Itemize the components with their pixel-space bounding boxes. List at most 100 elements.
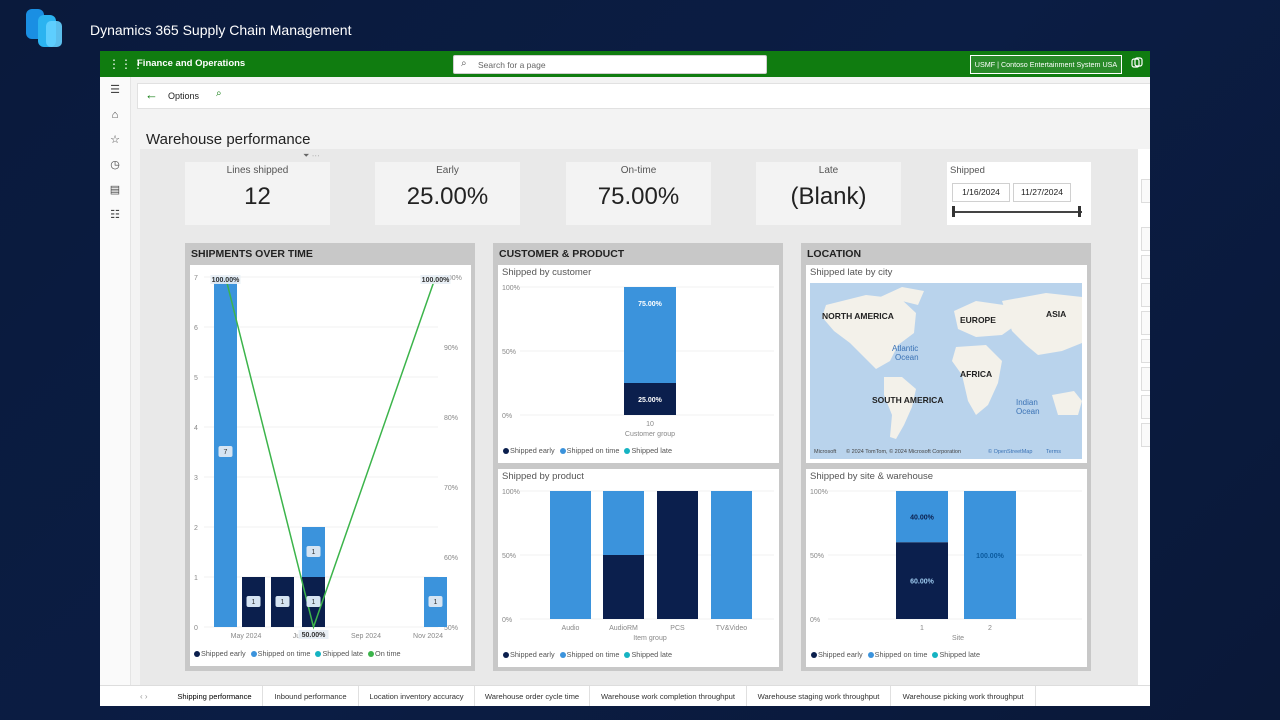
legend-late: Shipped late [939, 650, 981, 659]
slicer-start-handle[interactable] [952, 206, 955, 217]
shipments-legend: Shipped early Shipped on time Shipped la… [194, 649, 404, 658]
bar-shipped-early [624, 383, 676, 415]
map-label-atlantic: Atlantic [892, 344, 918, 353]
waffle-icon[interactable]: ⋮⋮⋮ [108, 57, 144, 71]
x-axis-title: Site [952, 635, 964, 642]
slide-title: Dynamics 365 Supply Chain Management [90, 22, 352, 38]
options-button[interactable]: Options [168, 91, 200, 101]
y2-tick-label: 50% [444, 625, 458, 632]
y-tick-label: 100% [810, 489, 828, 496]
y-tick-label: 50% [810, 553, 824, 560]
kpi-value: 12 [244, 183, 271, 210]
action-search-icon[interactable]: ⌕ [216, 88, 222, 99]
tab-work-completion-throughput[interactable]: Warehouse work completion throughput [590, 686, 747, 706]
chart-title: Shipped by product [502, 471, 584, 482]
shipped-by-customer-chart[interactable]: Shipped by customer 100% 50% 0% 10 Customer … [498, 265, 779, 463]
legend-early: Shipped early [818, 650, 863, 659]
filter-pane-item[interactable] [1141, 367, 1150, 391]
filter-pane-item[interactable] [1141, 283, 1150, 307]
bar-shipped-on-time [711, 491, 752, 619]
clock-icon[interactable]: ◷ [110, 159, 120, 171]
shipped-by-product-chart[interactable]: Shipped by product 100% 50% 0% Audio AudioRM… [498, 469, 779, 667]
filter-pane-item[interactable] [1141, 395, 1150, 419]
filter-pane-item[interactable] [1141, 423, 1150, 447]
filter-pane-item[interactable] [1141, 255, 1150, 279]
data-label: 100.00% [976, 553, 1004, 560]
slicer-start-date[interactable]: 1/16/2024 [952, 183, 1010, 202]
customer-chart-svg: 100% 50% 0% 10 Customer group 75.00% 25.00% [502, 285, 774, 438]
y2-tick-label: 70% [444, 485, 458, 492]
data-label: 75.00% [638, 301, 663, 308]
y-tick-label: 2 [194, 525, 198, 532]
filter-pane-item[interactable] [1141, 227, 1150, 251]
filter-pane-collapsed[interactable] [1138, 149, 1150, 685]
line-data-label: 100.00% [212, 277, 240, 284]
kpi-early: Early 25.00% [375, 162, 520, 225]
line-data-label: 100.00% [422, 277, 450, 284]
chart-title: Shipped late by city [810, 267, 893, 278]
map-label-asia: ASIA [1046, 309, 1066, 319]
section-shipments-over-time: SHIPMENTS OVER TIME 7 6 5 4 3 2 1 0 100% 90% 80% 70… [185, 243, 475, 671]
top-bar: ⋮⋮⋮ Finance and Operations ⌕ Search for … [100, 51, 1150, 77]
line-label-box [298, 630, 329, 639]
filter-pane-item[interactable] [1141, 311, 1150, 335]
legend-late: Shipped late [631, 446, 673, 455]
shipped-late-by-city-map[interactable]: Shipped late by city NORTH AMERICA EUROP… [806, 265, 1087, 463]
app-name[interactable]: Finance and Operations [137, 58, 246, 69]
y-tick-label: 100% [502, 489, 520, 496]
legend-on-time: Shipped on time [566, 446, 620, 455]
visual-filter-icon[interactable]: ⏷ ⋯ [303, 151, 320, 160]
back-arrow-icon[interactable]: ← [145, 87, 158, 102]
legend-early: Shipped early [510, 650, 555, 659]
tab-staging-work-throughput[interactable]: Warehouse staging work throughput [747, 686, 891, 706]
search-input[interactable]: ⌕ Search for a page [453, 55, 767, 74]
world-map-svg: NORTH AMERICA EUROPE ASIA AFRICA SOUTH A… [810, 283, 1082, 459]
kpi-value: 75.00% [597, 183, 680, 210]
section-heading: LOCATION [807, 248, 862, 260]
tab-inbound-performance[interactable]: Inbound performance [263, 686, 359, 706]
map-label-north-america: NORTH AMERICA [822, 311, 894, 321]
tab-shipping-performance[interactable]: Shipping performance [167, 686, 263, 706]
map-osm-link[interactable]: © OpenStreetMap [988, 448, 1032, 455]
data-label: 60.00% [910, 579, 935, 586]
search-placeholder: Search for a page [478, 60, 546, 70]
slicer-track [954, 211, 1082, 213]
tab-location-inventory-accuracy[interactable]: Location inventory accuracy [359, 686, 475, 706]
star-icon[interactable]: ☆ [110, 134, 120, 146]
filter-pane-item[interactable] [1141, 179, 1150, 203]
legend-on-time-line: On time [375, 649, 401, 658]
tab-scroll-arrows[interactable]: ‹ › [140, 692, 148, 701]
bar-shipped-early [896, 542, 948, 619]
modules-icon[interactable]: ☷ [110, 209, 120, 221]
x-tick-label: PCS [670, 625, 685, 632]
copilot-icon[interactable] [1130, 56, 1144, 70]
filter-pane-item[interactable] [1141, 339, 1150, 363]
x-tick-label: Audio [562, 625, 580, 632]
tab-picking-work-throughput[interactable]: Warehouse picking work throughput [891, 686, 1036, 706]
workspace-icon[interactable]: ▤ [109, 184, 121, 196]
map-label-africa: AFRICA [960, 369, 992, 379]
shipped-by-site-chart[interactable]: Shipped by site & warehouse 100% 50% 0% 1 2 S… [806, 469, 1087, 667]
kpi-label: Early [436, 165, 459, 176]
legend-early: Shipped early [201, 649, 246, 658]
report-page-tabs: ‹ › Shipping performance Inbound perform… [100, 685, 1150, 706]
section-heading: CUSTOMER & PRODUCT [499, 248, 625, 260]
line-data-label: 50.00% [302, 632, 327, 639]
map-label-atlantic-ocean: Ocean [895, 353, 919, 362]
home-icon[interactable]: ⌂ [111, 109, 119, 121]
legend-on-time: Shipped on time [874, 650, 928, 659]
company-picker[interactable]: USMF | Contoso Entertainment System USA [970, 55, 1122, 74]
hamburger-icon[interactable]: ☰ [110, 84, 120, 96]
slicer-end-date[interactable]: 11/27/2024 [1013, 183, 1071, 202]
shipped-date-slicer: Shipped 1/16/2024 11/27/2024 [947, 162, 1091, 225]
map-terms-link[interactable]: Terms [1046, 449, 1061, 455]
section-customer-product: CUSTOMER & PRODUCT Shipped by customer 1… [493, 243, 783, 671]
map-label-indian-ocean: Ocean [1016, 407, 1040, 416]
data-label-box [218, 446, 233, 457]
x-tick-label: AudioRM [609, 625, 638, 632]
slicer-end-handle[interactable] [1078, 206, 1081, 217]
tab-warehouse-order-cycle-time[interactable]: Warehouse order cycle time [475, 686, 590, 706]
legend-on-time: Shipped on time [566, 650, 620, 659]
x-tick-label: May 2024 [231, 633, 262, 640]
